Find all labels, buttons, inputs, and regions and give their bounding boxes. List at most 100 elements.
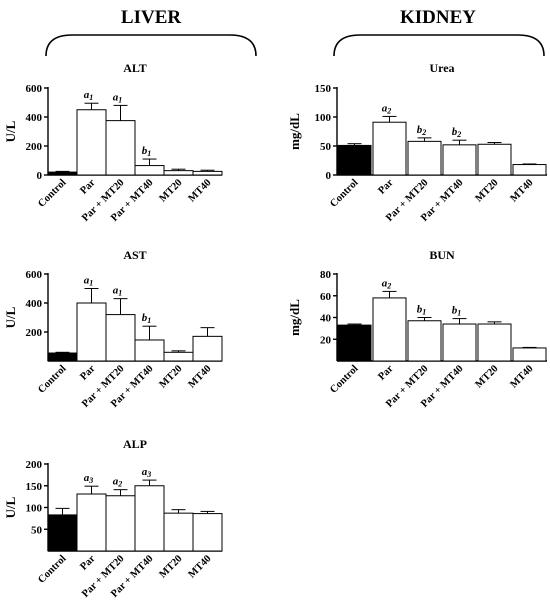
urea-annotation-par-mt40: b2 <box>452 126 462 139</box>
alp-xtick-label-par: Par <box>78 553 98 573</box>
bun-ytick-label: 80 <box>320 269 332 281</box>
alt-xtick-label-par: Par <box>78 177 98 197</box>
bun-title: BUN <box>429 248 455 262</box>
ast-annotation-par: a1 <box>84 275 94 288</box>
ast-annotation-par-mt40: b1 <box>142 312 152 325</box>
urea-bar-par-mt20 <box>407 140 442 176</box>
alp-xtick-label-control: Control <box>36 553 68 585</box>
alt-bar-control <box>47 171 78 176</box>
ast-bar-par-mt20 <box>105 314 136 362</box>
ast-bar-mt20 <box>163 351 194 362</box>
ast-annotation-par-mt20: a1 <box>113 285 123 298</box>
bun-bar-par <box>372 297 407 362</box>
urea-xtick-label-par: Par <box>376 177 396 197</box>
alt-ytick-label: 600 <box>26 83 43 95</box>
urea-ytick-label: 150 <box>315 83 332 95</box>
alp-annotation-par-mt40: a3 <box>142 466 152 479</box>
alp-ytick-label: 150 <box>26 481 43 493</box>
ast-ytick-label: 400 <box>26 298 43 310</box>
bun-ytick-label: 60 <box>320 291 332 303</box>
kidney-section-title: KIDNEY <box>400 7 476 28</box>
ast-ylabel: U/L <box>3 306 18 328</box>
bun-bar-par-mt20 <box>407 320 442 362</box>
bun-ylabel: mg/dL <box>287 299 302 336</box>
alp-ylabel: U/L <box>3 496 18 518</box>
alt-xtick-label-mt40: MT40 <box>186 177 213 204</box>
bun-annotation-par: a2 <box>382 277 392 290</box>
ast-xtick-label-par: Par <box>78 363 98 383</box>
alt-annotation-par: a1 <box>84 89 94 102</box>
ast-ytick-label: 200 <box>26 327 43 339</box>
alp-ytick-label: 50 <box>31 524 43 536</box>
alt-bar-mt40 <box>192 170 223 176</box>
liver-section-title: LIVER <box>121 7 181 28</box>
urea-annotation-par: a2 <box>382 102 392 115</box>
ast-xtick-label-mt40: MT40 <box>186 363 213 390</box>
urea-ytick-label: 0 <box>326 170 332 182</box>
bun-xtick-label-mt20: MT20 <box>473 363 500 390</box>
urea-ytick-label: 50 <box>320 141 332 153</box>
urea-annotation-par-mt20: b2 <box>417 124 427 137</box>
urea-bar-mt40 <box>512 164 547 176</box>
alp-xtick-label-mt20: MT20 <box>157 553 184 580</box>
alp-bar-control <box>47 514 78 552</box>
ast-bar-par <box>76 302 107 362</box>
bun-bar-par-mt40 <box>442 323 477 362</box>
ast-xtick-label-mt20: MT20 <box>157 363 184 390</box>
bun-ytick-label: 20 <box>320 334 332 346</box>
kidney-bracket <box>333 34 545 57</box>
alt-annotation-par-mt40: b1 <box>142 145 152 158</box>
bun-xtick-label-par: Par <box>376 363 396 383</box>
alp-annotation-par: a3 <box>84 472 94 485</box>
urea-bar-par <box>372 121 407 176</box>
ast-ytick-label: 600 <box>26 269 43 281</box>
bun-bar-mt40 <box>512 347 547 362</box>
ast-bar-control <box>47 352 78 362</box>
ast-bar-par-mt40 <box>134 339 165 362</box>
alp-ytick-label: 100 <box>26 503 43 515</box>
urea-xtick-label-control: Control <box>328 177 360 209</box>
alp-bar-mt40 <box>192 513 223 552</box>
alt-xtick-label-control: Control <box>36 177 68 209</box>
alp-bar-mt20 <box>163 512 194 552</box>
alt-title: ALT <box>123 61 147 75</box>
alt-ytick-label: 0 <box>37 170 43 182</box>
alp-xtick-label-mt40: MT40 <box>186 553 213 580</box>
urea-ytick-label: 100 <box>315 112 332 124</box>
alp-bar-par <box>76 493 107 552</box>
urea-title: Urea <box>429 61 454 75</box>
alp-bar-par-mt40 <box>134 485 165 552</box>
alp-title: ALP <box>123 437 147 451</box>
urea-bar-par-mt40 <box>442 144 477 176</box>
alt-bar-par <box>76 109 107 176</box>
alp-ytick-label: 200 <box>26 459 43 471</box>
alt-ytick-label: 400 <box>26 112 43 124</box>
bun-bar-mt20 <box>477 323 512 362</box>
liver-bracket <box>45 34 257 57</box>
alt-xtick-label-mt20: MT20 <box>157 177 184 204</box>
alp-annotation-par-mt20: a2 <box>113 476 123 489</box>
ast-bar-mt40 <box>192 335 223 362</box>
alt-ytick-label: 200 <box>26 141 43 153</box>
urea-bar-mt20 <box>477 143 512 176</box>
bun-xtick-label-control: Control <box>328 363 360 395</box>
urea-ylabel: mg/dL <box>287 113 302 150</box>
urea-xtick-label-mt40: MT40 <box>508 177 535 204</box>
urea-bar-control <box>337 144 372 176</box>
ast-title: AST <box>123 248 146 262</box>
bun-ytick-label: 40 <box>320 313 332 325</box>
bun-xtick-label-mt40: MT40 <box>508 363 535 390</box>
alt-annotation-par-mt20: a1 <box>113 91 123 104</box>
bun-bar-control <box>337 324 372 362</box>
alt-bar-par-mt20 <box>105 120 136 176</box>
bun-annotation-par-mt40: b1 <box>452 305 462 318</box>
urea-xtick-label-mt20: MT20 <box>473 177 500 204</box>
alp-bar-par-mt20 <box>105 495 136 552</box>
